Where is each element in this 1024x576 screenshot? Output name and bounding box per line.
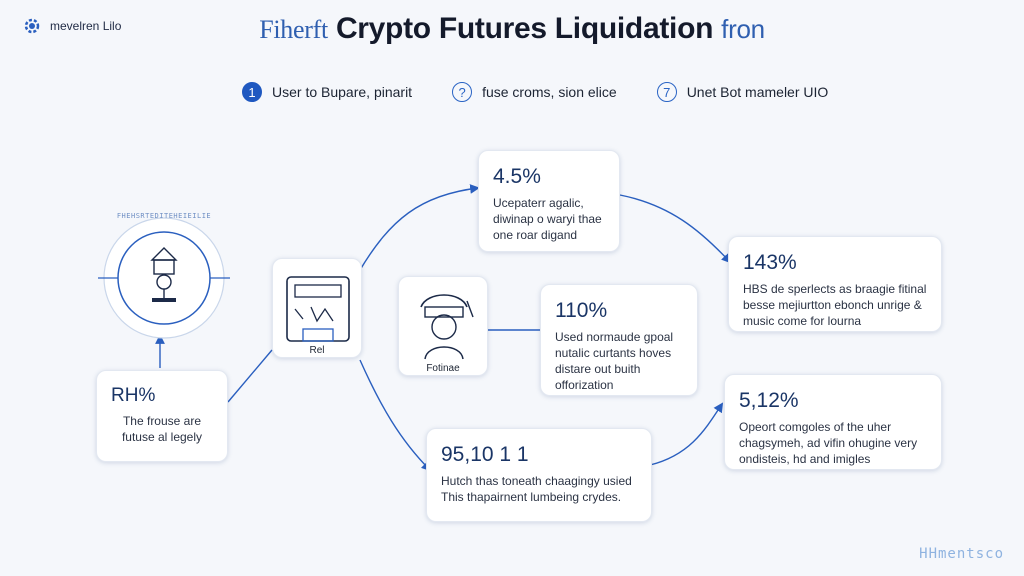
card-right-bottom-desc: Opeort comgoles of the uher chagsymeh, a…: [739, 420, 918, 466]
card-bottom-value: 95,10 1 1: [441, 443, 529, 466]
gear-caption: FHEHSRTEDITEHEIEILIE: [116, 212, 212, 220]
server-icon: [286, 276, 350, 342]
step-2-label: fuse croms, sion elice: [482, 84, 617, 100]
card-bottom: 95,10 1 1 Hutch thas toneath chaagingy u…: [426, 428, 652, 522]
card-mid: 110% Used normaude gpoal nutalic curtant…: [540, 284, 698, 396]
card-top-desc: Ucepaterr agalic, diwinap o waryi thae o…: [493, 196, 602, 242]
step-2-number: ?: [452, 82, 473, 102]
watermark: HHmentsco: [919, 546, 1004, 562]
step-3: 7 Unet Bot mameler UIO: [656, 82, 829, 102]
oil-lamp-icon: [98, 217, 230, 339]
card-right-bottom-value: 5,12%: [739, 389, 799, 412]
card-right-top-desc: HBS de sperlects as braagie fitinal bess…: [743, 282, 927, 328]
server-node: Rel: [272, 258, 362, 358]
card-left-value: RH%: [111, 385, 156, 406]
step-1: 1 User to Bupare, pinarit: [242, 82, 412, 102]
step-3-number: 7: [656, 82, 677, 102]
server-caption: Rel: [309, 345, 325, 356]
card-right-bottom: 5,12% Opeort comgoles of the uher chagsy…: [724, 374, 942, 470]
title-main: Crypto Futures Liquidation: [335, 12, 714, 45]
step-1-number: 1: [242, 82, 262, 102]
step-bar: 1 User to Bupare, pinarit ? fuse croms, …: [242, 82, 868, 102]
card-left-desc: The frouse are futuse al legely: [121, 414, 203, 444]
card-top-value: 4.5%: [493, 165, 541, 188]
gear-node: FHEHSRTEDITEHEIEILIE: [96, 210, 232, 346]
card-left: RH% The frouse are futuse al legely: [96, 370, 228, 462]
step-3-label: Unet Bot mameler UIO: [686, 84, 829, 100]
card-bottom-desc: Hutch thas toneath chaagingy usied This …: [441, 474, 632, 504]
card-mid-value: 110%: [555, 299, 608, 322]
step-1-label: User to Bupare, pinarit: [272, 84, 413, 100]
card-mid-desc: Used normaude gpoal nutalic curtants hov…: [555, 330, 674, 392]
title-suffix: fron: [721, 14, 765, 44]
card-right-top: 143% HBS de sperlects as braagie fitinal…: [728, 236, 942, 332]
page-title: Fiherft Crypto Futures Liquidation fron: [0, 12, 1024, 46]
logo-text: mevelren Lilo: [50, 19, 122, 33]
step-2: ? fuse croms, sion elice: [452, 82, 617, 102]
logo: mevelren Lilo: [22, 16, 121, 36]
card-right-top-value: 143%: [743, 251, 797, 274]
person-node: Fotinae: [398, 276, 488, 376]
gear-icon: [24, 18, 40, 34]
card-top: 4.5% Ucepaterr agalic, diwinap o waryi t…: [478, 150, 620, 252]
person-caption: Fotinae: [426, 363, 460, 374]
title-prefix: Fiherft: [259, 15, 328, 44]
user-icon: [420, 294, 474, 360]
